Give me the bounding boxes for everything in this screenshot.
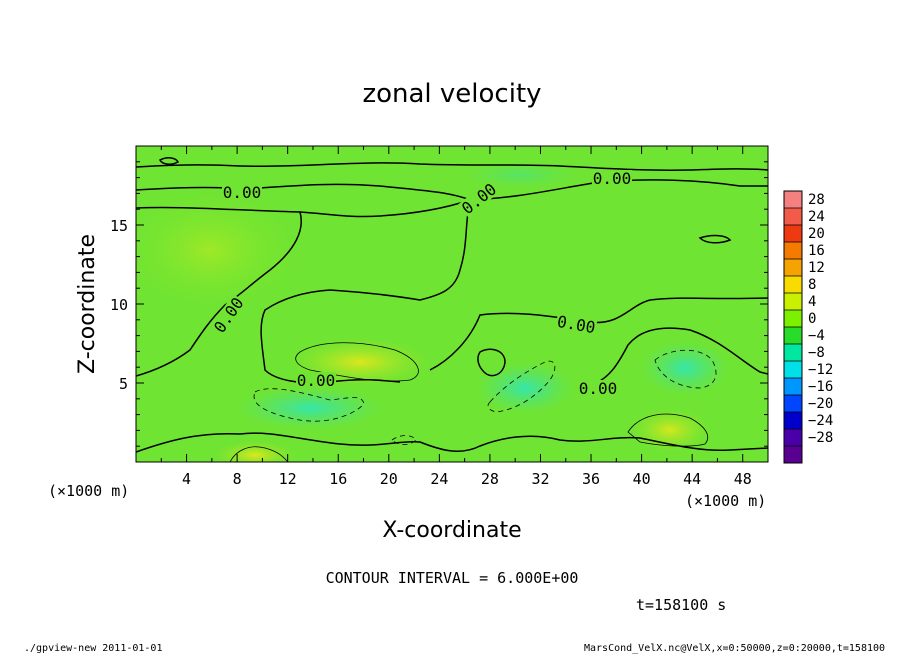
colorbar-swatch [784,344,802,361]
x-tick-label: 16 [329,470,347,488]
colorbar-swatch [784,327,802,344]
x-tick-label: 48 [734,470,752,488]
colorbar-swatch [784,361,802,378]
colorbar-label: −4 [808,328,825,344]
colorbar-swatch [784,429,802,446]
contour-label: 0.00 [578,379,618,398]
colorbar-swatch [784,225,802,242]
colorbar-label: −24 [808,413,833,429]
field-region-negative-mid [475,362,575,414]
colorbar-swatch [784,395,802,412]
colorbar-label: 28 [808,192,825,208]
contour-interval-text: CONTOUR INTERVAL = 6.000E+00 [326,569,579,587]
contour-label-text: 0.00 [579,379,618,398]
colorbar-label: 24 [808,209,825,225]
time-text: t=158100 s [636,596,726,614]
contour-positive-bottom [229,446,289,462]
field-region-negative-left [235,386,385,430]
contour-zero-top [136,162,768,171]
contour-label: 0.00 [222,183,262,202]
colorbar-swatch [784,446,802,463]
colorbar-swatch [784,276,802,293]
contour-zero-left-region [136,206,302,377]
contour-zero-central-region [260,198,472,384]
y-axis: 5 10 15 [110,161,768,447]
colorbar-swatch [784,191,802,208]
colorbar-swatch [784,378,802,395]
plot-area [136,146,768,462]
contour-lines-negative [253,349,717,445]
y-tick-label: 15 [110,217,128,235]
x-tick-label: 24 [430,470,448,488]
colorbar-label: −16 [808,379,833,395]
footer-right: MarsCond_VelX.nc@VelX,x=0:50000,z=0:2000… [584,643,885,654]
x-tick-label: 32 [531,470,549,488]
x-axis-label: X-coordinate [382,518,521,543]
contour-zero-small-a [477,348,506,377]
contour-label: 0.00 [592,169,632,188]
x-tick-label: 8 [233,470,242,488]
contour-negative-left [253,388,365,422]
contour-label-backing [592,170,632,186]
colorbar-label: −28 [808,430,833,446]
colorbar-label: 20 [808,226,825,242]
x-tick-label: 12 [279,470,297,488]
contour-lines-positive [229,342,709,462]
contour-label-backing [296,372,336,388]
colorbar-label: 4 [808,294,816,310]
colorbar-swatch [784,208,802,225]
field-region-negative-right [640,340,730,396]
contour-positive-center [295,342,419,382]
y-tick-label: 10 [110,296,128,314]
contour-zero-small-b [158,157,180,165]
colorbar-label: 0 [808,311,816,327]
x-axis: 4 8 12 16 20 24 28 32 36 40 44 48 [160,146,752,488]
colorbar-swatch [784,293,802,310]
x-tick-label: 36 [582,470,600,488]
y-axis-label: Z-coordinate [75,234,100,374]
contour-label-text: 0.00 [593,169,632,188]
field-region-positive-lowright [630,408,710,452]
colorbar-swatch [784,259,802,276]
contour-positive-lowright [627,413,709,447]
contour-label-backing [222,184,262,200]
x-tick-label: 44 [683,470,701,488]
contour-label-text: 0.00 [223,183,262,202]
colorbar-swatch [784,242,802,259]
footer-left: ./gpview-new 2011-01-01 [24,643,162,654]
contour-label: 0.00 [296,371,336,390]
colorbar-label: −8 [808,345,825,361]
colorbar-label: 8 [808,277,816,293]
chart-title: zonal velocity [362,79,541,109]
colorbar-swatch [784,310,802,327]
contour-negative-right [654,349,717,389]
field-region-bottom-left [215,441,295,462]
x-tick-label: 20 [380,470,398,488]
x-unit-label-right: (×1000 m) [685,492,766,510]
x-tick-label: 40 [633,470,651,488]
contour-label-backing [578,380,618,396]
colorbar-swatch [784,412,802,429]
contour-lines [136,157,768,453]
contour-zero-mid-right [589,327,768,386]
contour-label-backing [210,293,247,336]
contour-label-text: 0.00 [297,371,336,390]
colorbar-label: 16 [808,243,825,259]
colorbar-label: 12 [808,260,825,276]
contour-zero-small-c [698,234,732,244]
contour-negative-mid [487,360,556,413]
contour-label-backing [555,312,598,336]
colorbar-label: −12 [808,362,833,378]
x-tick-label: 4 [182,470,191,488]
x-tick-label: 28 [481,470,499,488]
contour-zero-lower [136,432,768,453]
contour-label-backing [458,179,500,218]
x-unit-label-left: (×1000 m) [48,482,129,500]
colorbar-label: −20 [808,396,833,412]
y-tick-label: 5 [119,375,128,393]
field-region-upper-left [136,190,300,310]
